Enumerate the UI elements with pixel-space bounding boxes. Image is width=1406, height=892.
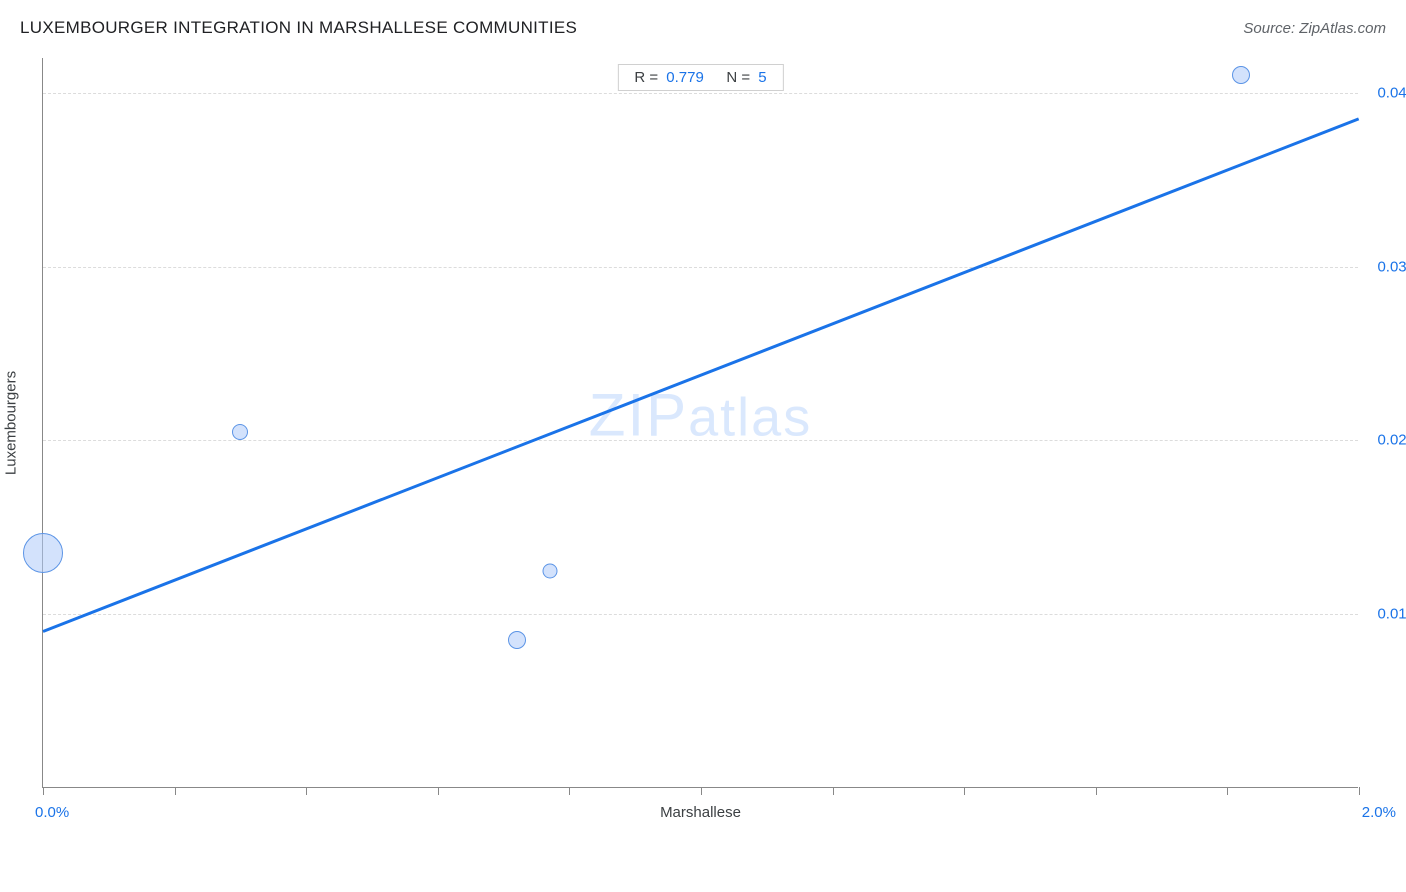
- x-tick: [1359, 787, 1360, 795]
- x-tick: [306, 787, 307, 795]
- data-point: [232, 424, 248, 440]
- watermark-atlas: atlas: [688, 388, 812, 448]
- x-tick: [1227, 787, 1228, 795]
- data-point: [23, 533, 63, 573]
- gridline-h: [43, 440, 1358, 441]
- x-tick: [569, 787, 570, 795]
- trend-line: [42, 117, 1359, 633]
- watermark-zip: ZIP: [589, 382, 688, 449]
- y-tick-label: 0.03%: [1377, 258, 1406, 275]
- source-prefix: Source:: [1243, 20, 1299, 37]
- watermark: ZIPatlas: [589, 381, 812, 450]
- chart-header: LUXEMBOURGER INTEGRATION IN MARSHALLESE …: [20, 18, 1386, 38]
- data-point: [508, 631, 526, 649]
- n-value: 5: [758, 69, 766, 86]
- r-label: R =: [634, 69, 662, 86]
- scatter-chart: ZIPatlas R = 0.779 N = 5 Luxembourgers M…: [42, 58, 1358, 788]
- x-axis-label: Marshallese: [660, 804, 741, 821]
- x-tick: [964, 787, 965, 795]
- y-tick-label: 0.01%: [1377, 606, 1406, 623]
- x-tick: [43, 787, 44, 795]
- x-tick-max: 2.0%: [1362, 804, 1396, 821]
- y-axis-label: Luxembourgers: [3, 370, 20, 474]
- gridline-h: [43, 267, 1358, 268]
- chart-title: LUXEMBOURGER INTEGRATION IN MARSHALLESE …: [20, 18, 577, 38]
- gridline-h: [43, 93, 1358, 94]
- x-tick-min: 0.0%: [35, 804, 69, 821]
- y-tick-label: 0.04%: [1377, 84, 1406, 101]
- r-value: 0.779: [666, 69, 704, 86]
- x-tick: [438, 787, 439, 795]
- y-tick-label: 0.02%: [1377, 432, 1406, 449]
- stats-legend: R = 0.779 N = 5: [617, 64, 783, 91]
- gridline-h: [43, 614, 1358, 615]
- source-attribution: Source: ZipAtlas.com: [1243, 20, 1386, 37]
- n-label: N =: [726, 69, 754, 86]
- data-point: [542, 563, 557, 578]
- source-name: ZipAtlas.com: [1299, 20, 1386, 37]
- x-tick: [833, 787, 834, 795]
- x-tick: [175, 787, 176, 795]
- x-tick: [1096, 787, 1097, 795]
- x-tick: [701, 787, 702, 795]
- data-point: [1232, 66, 1250, 84]
